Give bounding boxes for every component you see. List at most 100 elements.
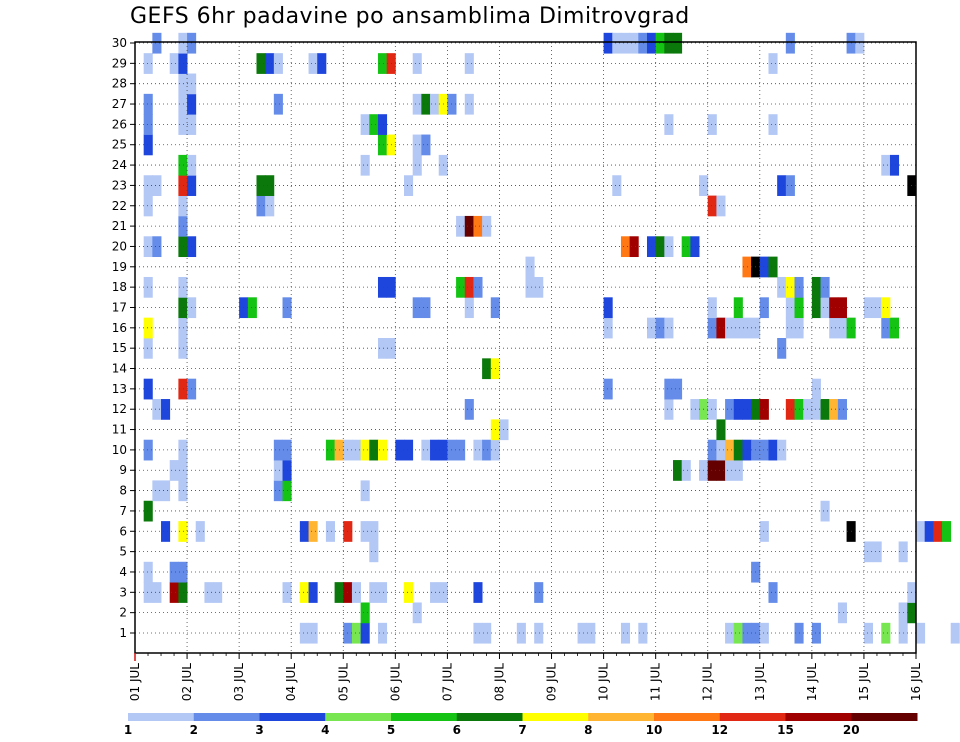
- heatmap-cell: [725, 399, 735, 420]
- y-tick-label: 8: [119, 484, 127, 498]
- heatmap-cell: [178, 276, 188, 298]
- heatmap-cell: [169, 561, 179, 583]
- heatmap-cell: [178, 317, 188, 339]
- heatmap-cell: [473, 276, 483, 298]
- heatmap-cell: [265, 53, 275, 74]
- heatmap-cell: [178, 114, 188, 135]
- heatmap-cell: [464, 276, 474, 298]
- heatmap-cell: [143, 93, 153, 115]
- heatmap-cell: [351, 582, 362, 603]
- y-tick-label: 5: [119, 545, 127, 559]
- heatmap-cell: [603, 32, 613, 54]
- heatmap-cell: [482, 358, 492, 380]
- heatmap-cell: [829, 297, 839, 319]
- x-tick-label: 04 JUL: [284, 663, 298, 701]
- heatmap-cell: [820, 297, 830, 319]
- heatmap-cell: [629, 32, 639, 54]
- x-tick-label: 12 JUL: [701, 663, 715, 701]
- heatmap-cell: [603, 378, 613, 400]
- heatmap-cell: [369, 521, 379, 542]
- heatmap-cell: [785, 175, 795, 196]
- heatmap-cell: [811, 276, 821, 298]
- heatmap-cell: [430, 93, 440, 115]
- heatmap-cell: [412, 134, 422, 156]
- heatmap-cell: [178, 480, 188, 502]
- legend-label: 20: [843, 723, 860, 737]
- heatmap-cell: [829, 399, 839, 420]
- heatmap-cell: [308, 53, 318, 74]
- x-tick-label: 13 JUL: [753, 663, 767, 701]
- x-tick-label: 10 JUL: [597, 663, 611, 701]
- heatmap-cell: [143, 582, 153, 603]
- heatmap-cell: [785, 399, 795, 420]
- heatmap-cell: [707, 460, 717, 481]
- heatmap-cell: [213, 582, 223, 603]
- legend-label: 4: [321, 723, 329, 737]
- x-tick-label: 15 JUL: [857, 663, 871, 701]
- heatmap-cell: [256, 175, 266, 196]
- heatmap-cell: [178, 215, 188, 237]
- heatmap-cell: [829, 317, 839, 339]
- legend-swatch: [325, 713, 392, 721]
- legend-label: 8: [584, 723, 592, 737]
- y-tick-label: 14: [112, 362, 127, 376]
- heatmap-cell: [369, 114, 379, 135]
- heatmap-cell: [473, 622, 483, 644]
- heatmap-cell: [464, 53, 474, 74]
- heatmap-cell: [412, 602, 422, 624]
- heatmap-cell: [360, 154, 370, 176]
- heatmap-cell: [664, 114, 674, 135]
- heatmap-cell: [325, 521, 335, 542]
- heatmap-cell: [308, 582, 318, 603]
- y-tick-label: 24: [112, 158, 127, 172]
- heatmap-cell: [143, 175, 153, 196]
- x-tick-label: 14 JUL: [805, 663, 819, 701]
- heatmap-cell: [785, 276, 795, 298]
- y-tick-label: 22: [112, 199, 127, 213]
- heatmap-cell: [360, 114, 370, 135]
- heatmap-cell: [534, 622, 544, 644]
- heatmap-cell: [707, 195, 717, 217]
- heatmap-cell: [308, 521, 318, 542]
- y-tick-label: 18: [112, 280, 127, 294]
- heatmap-cell: [924, 521, 934, 542]
- heatmap-cell: [421, 439, 431, 461]
- heatmap-cell: [325, 439, 335, 461]
- legend-label: 3: [255, 723, 263, 737]
- heatmap-cell: [655, 236, 665, 258]
- heatmap-cell: [412, 93, 422, 115]
- x-tick-label: 06 JUL: [388, 663, 402, 701]
- legend-swatch: [128, 713, 195, 721]
- heatmap-cell: [152, 582, 162, 603]
- heatmap-cell: [759, 256, 769, 278]
- heatmap-cell: [256, 53, 266, 74]
- heatmap-cell: [143, 561, 153, 583]
- heatmap-cell: [360, 521, 370, 542]
- heatmap-cell: [178, 154, 188, 176]
- x-tick-label: 08 JUL: [492, 663, 506, 701]
- heatmap-cell: [178, 439, 188, 461]
- y-tick-label: 6: [119, 524, 127, 538]
- heatmap-cell: [299, 521, 309, 542]
- heatmap-cell: [143, 195, 153, 217]
- y-tick-label: 2: [119, 606, 127, 620]
- heatmap-cell: [768, 53, 778, 74]
- legend-label: 15: [777, 723, 794, 737]
- heatmap-cell: [768, 439, 778, 461]
- heatmap-cell: [143, 338, 153, 359]
- heatmap-cell: [178, 521, 188, 542]
- y-tick-label: 16: [112, 321, 127, 335]
- heatmap-cell: [673, 460, 683, 481]
- heatmap-cell: [612, 175, 622, 196]
- heatmap-cell: [716, 195, 726, 217]
- heatmap-cell: [881, 317, 891, 339]
- x-tick-label: 11 JUL: [649, 663, 663, 701]
- heatmap-cell: [377, 134, 388, 156]
- heatmap-cell: [612, 32, 622, 54]
- heatmap-cell: [837, 602, 847, 624]
- heatmap-cell: [785, 297, 795, 319]
- heatmap-cell: [664, 317, 674, 339]
- y-tick-label: 13: [112, 382, 127, 396]
- heatmap-cell: [933, 521, 943, 542]
- heatmap-cell: [143, 439, 153, 461]
